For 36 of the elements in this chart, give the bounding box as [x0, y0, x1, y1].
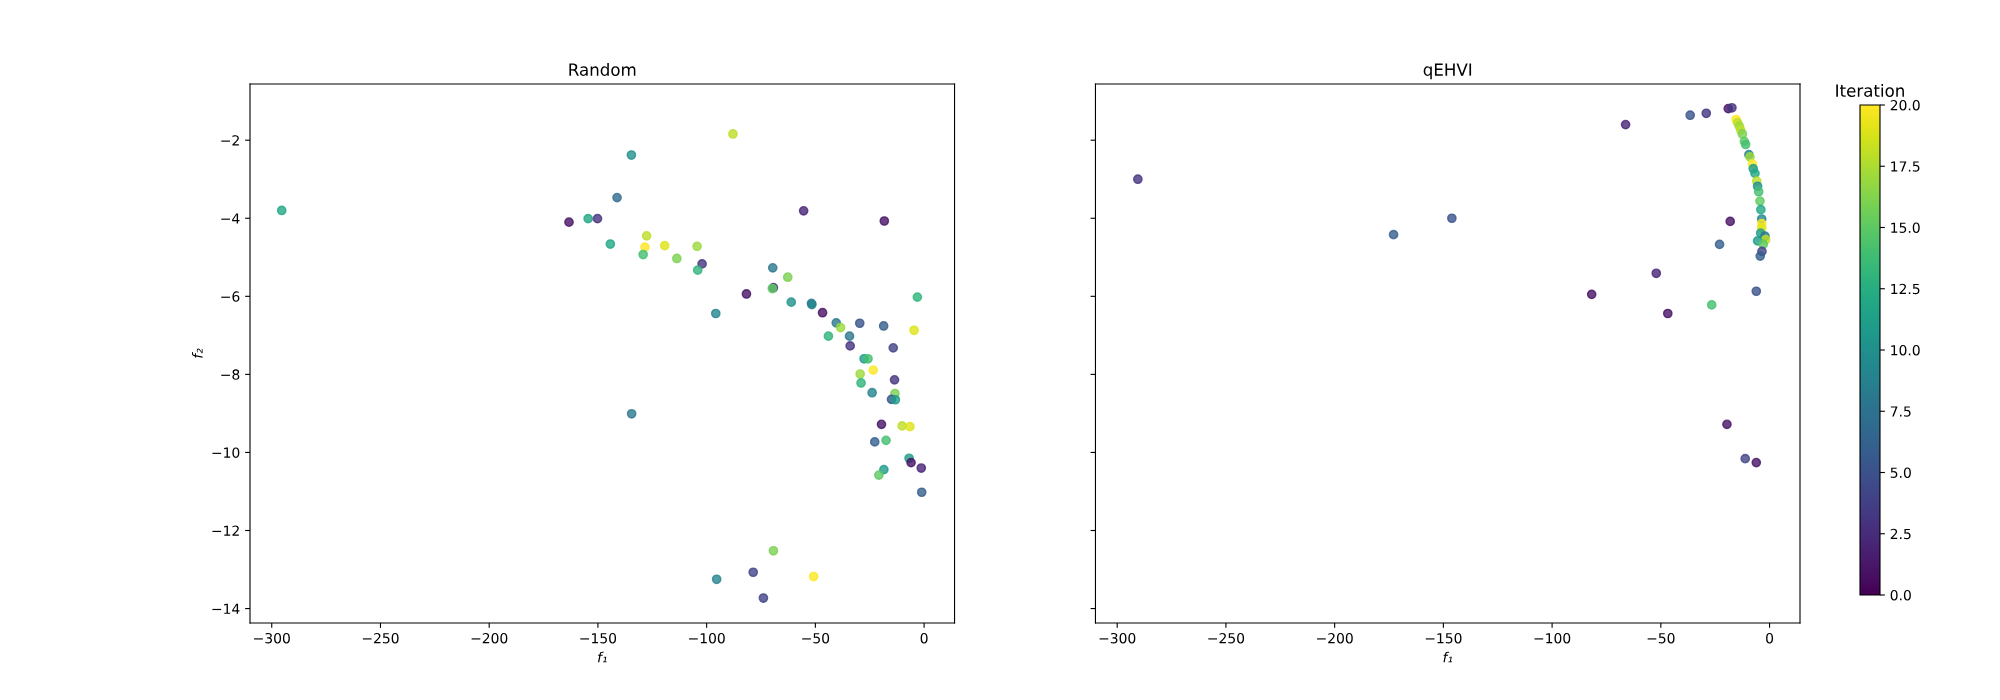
x-tick-label: −50 — [1647, 632, 1675, 644]
x-tick-label: −150 — [580, 632, 617, 644]
x-tick-label: −300 — [254, 632, 290, 644]
y-tick-label: −14 — [212, 603, 240, 614]
x-tick-label: −100 — [689, 632, 725, 644]
color-bar-label: 0.0 — [1890, 589, 1911, 601]
y-tick-label: −10 — [212, 447, 240, 458]
color-bar-label: 15.0 — [1891, 222, 1920, 233]
x-tick-label: −150 — [1425, 632, 1462, 644]
y-axis-title: f₂ — [191, 348, 203, 358]
y-tick-label: −4 — [221, 213, 240, 224]
y-tick-label: −8 — [221, 369, 240, 380]
color-bar-label: 10.0 — [1891, 344, 1920, 356]
color-bar-title: Iteration — [1836, 84, 1904, 97]
chart-title: qEHVI — [1423, 63, 1472, 80]
y-tick-label: −2 — [221, 135, 239, 146]
color-bar-label: 5.0 — [1890, 467, 1911, 478]
x-tick-label: −50 — [802, 632, 830, 644]
x-tick-label: −250 — [362, 632, 399, 644]
x-tick-label: −300 — [1099, 632, 1136, 644]
y-tick-label: −12 — [212, 525, 239, 536]
x-tick-label: −100 — [1534, 632, 1571, 644]
x-axis-title: f₁ — [597, 651, 607, 663]
x-tick-label: −200 — [1317, 632, 1353, 644]
color-bar-label: 20.0 — [1890, 99, 1920, 111]
color-bar-label: 17.5 — [1891, 161, 1920, 172]
x-tick-label: 0 — [920, 632, 928, 644]
chart-title: Random — [569, 63, 636, 76]
color-bar-label: 2.5 — [1890, 528, 1911, 540]
color-bar-label: 7.5 — [1890, 406, 1911, 417]
x-tick-label: −200 — [471, 632, 508, 644]
color-bar-label: 12.5 — [1891, 283, 1920, 295]
x-axis-title: f₁ — [1443, 651, 1453, 663]
x-tick-label: 0 — [1766, 632, 1774, 644]
x-tick-label: −250 — [1208, 632, 1245, 644]
y-tick-label: −6 — [221, 291, 240, 302]
